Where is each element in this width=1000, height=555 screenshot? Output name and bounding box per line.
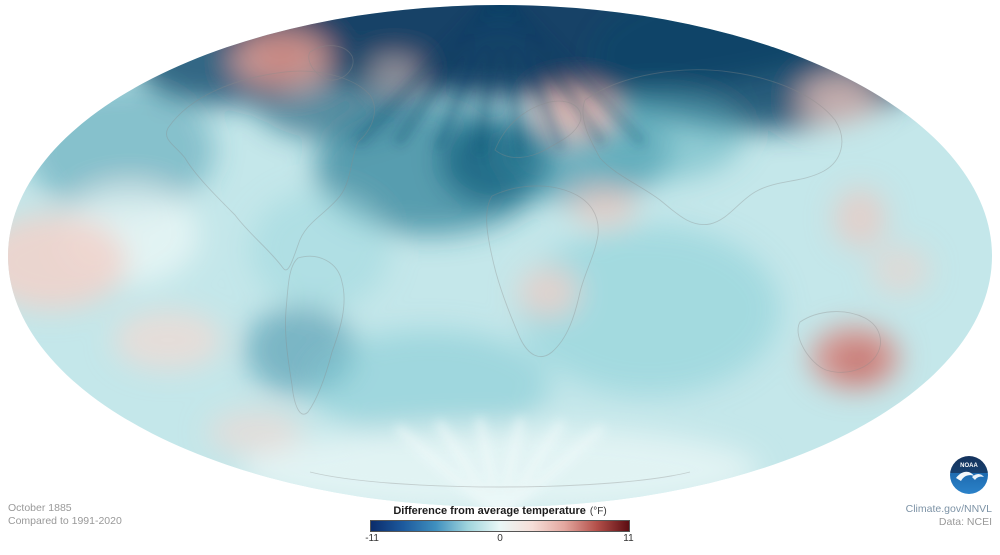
credits-block: Climate.gov/NNVL Data: NCEI <box>906 503 992 529</box>
date-block: October 1885 Compared to 1991-2020 <box>8 502 122 528</box>
date-label: October 1885 <box>8 502 72 514</box>
colorbar-gradient <box>370 520 630 532</box>
credit-data: Data: NCEI <box>938 516 992 528</box>
credit-source: Climate.gov/NNVL <box>905 503 992 515</box>
colorbar-min-label: -11 <box>365 533 379 544</box>
baseline-label: Compared to 1991-2020 <box>8 515 122 527</box>
colorbar-unit: (°F) <box>589 506 607 517</box>
seagull-icon <box>956 471 974 481</box>
coastlines <box>166 45 881 488</box>
colorbar-tick-labels: -11 0 11 <box>365 533 634 545</box>
antarctic-streaks <box>395 417 605 507</box>
colorbar-legend: Difference from average temperature (°F) … <box>330 505 670 545</box>
colorbar-title: Difference from average temperature (°F) <box>330 505 670 517</box>
colorbar-max-label: 11 <box>623 533 634 544</box>
colorbar-title-text: Difference from average temperature <box>393 505 586 517</box>
map-clipped-field <box>8 5 992 507</box>
noaa-logo-mark: NOAA <box>956 463 984 481</box>
noaa-logo-text: NOAA <box>960 463 978 469</box>
anomaly-field <box>8 5 930 507</box>
colorbar-mid-label: 0 <box>497 533 503 544</box>
world-map <box>8 5 992 507</box>
arctic-streaks <box>354 5 646 156</box>
seagull-icon-2 <box>972 474 984 480</box>
noaa-logo: NOAA <box>950 456 988 494</box>
